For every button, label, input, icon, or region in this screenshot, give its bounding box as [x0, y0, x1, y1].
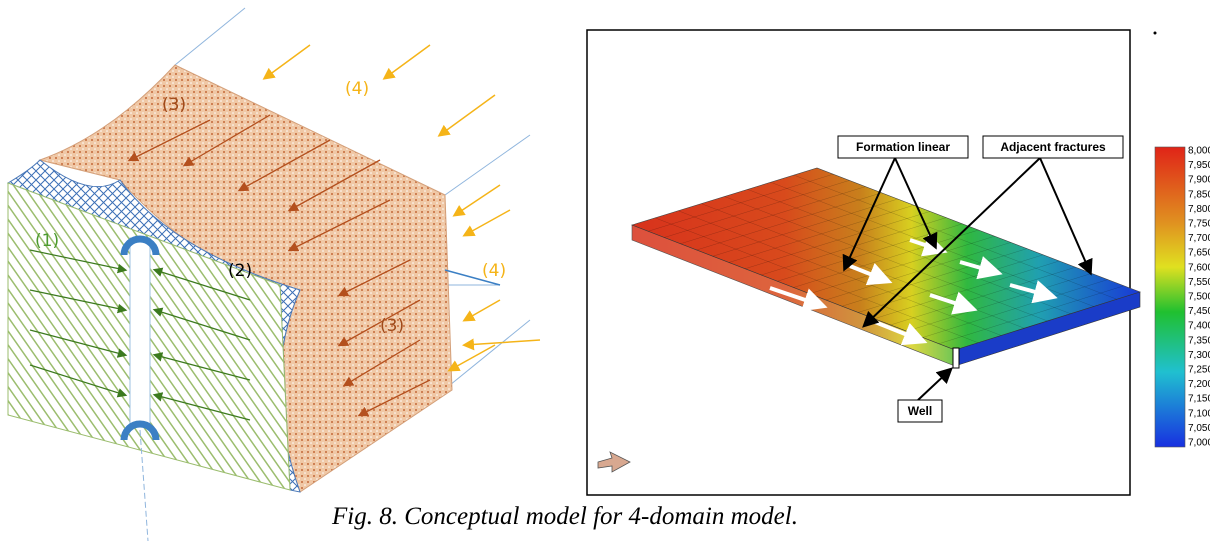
colorbar-tick-label: 7,800 — [1188, 204, 1210, 215]
colorbar-tick-label: 7,250 — [1188, 365, 1210, 376]
domain-label: (4) — [345, 79, 369, 99]
domain-label: (3) — [162, 95, 186, 115]
colorbar-tick-label: 8,000 — [1188, 146, 1210, 157]
colorbar-tick-label: 7,600 — [1188, 262, 1210, 273]
colorbar-tick-label: 7,850 — [1188, 189, 1210, 200]
colorbar-tick-label: 7,350 — [1188, 335, 1210, 346]
colorbar-tick-label: 7,200 — [1188, 379, 1210, 390]
domain-label: (1) — [35, 231, 59, 251]
colorbar-tick-label: 7,500 — [1188, 292, 1210, 303]
colorbar-tick-label: 7,450 — [1188, 306, 1210, 317]
callout: Formation linear — [856, 140, 950, 154]
colorbar-tick-label: 7,050 — [1188, 423, 1210, 434]
simulation-figure: Formation linear Adjacent fractures Well… — [587, 30, 1210, 495]
colorbar — [1155, 147, 1185, 447]
domain-label: (3) — [380, 316, 404, 336]
callout: Adjacent fractures — [1000, 140, 1106, 154]
figure: (1) (2) (3) (3) (4) (4) Formation linear… — [0, 0, 1210, 541]
domain-label: (4) — [482, 261, 506, 281]
colorbar-tick-label: 7,650 — [1188, 248, 1210, 259]
colorbar-tick-label: 7,150 — [1188, 394, 1210, 405]
colorbar-tick-label: 7,950 — [1188, 160, 1210, 171]
colorbar-tick-label: 7,100 — [1188, 408, 1210, 419]
colorbar-tick-label: 7,300 — [1188, 350, 1210, 361]
callout: Well — [908, 404, 932, 418]
colorbar-tick-label: 7,400 — [1188, 321, 1210, 332]
colorbar-tick-label: 7,000 — [1188, 438, 1210, 449]
page: (1) (2) (3) (3) (4) (4) Formation linear… — [0, 0, 1210, 541]
domain-label: (2) — [228, 261, 252, 281]
colorbar-tick-label: 7,750 — [1188, 219, 1210, 230]
colorbar-tick-label: 7,550 — [1188, 277, 1210, 288]
caption: Fig. 8. Conceptual model for 4-domain mo… — [331, 503, 798, 530]
colorbar-tick-label: 7,700 — [1188, 233, 1210, 244]
conceptual-diagram: (1) (2) (3) (3) (4) (4) — [8, 8, 540, 541]
colorbar-tick-label: 7,900 — [1188, 175, 1210, 186]
